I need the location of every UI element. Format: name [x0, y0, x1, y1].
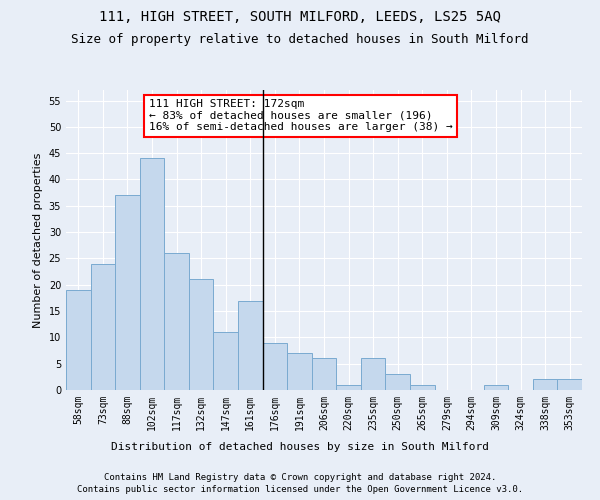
- Bar: [263, 342, 287, 390]
- Text: Distribution of detached houses by size in South Milford: Distribution of detached houses by size …: [111, 442, 489, 452]
- Bar: [66, 290, 91, 390]
- Bar: [484, 384, 508, 390]
- Bar: [287, 353, 312, 390]
- Bar: [214, 332, 238, 390]
- Bar: [140, 158, 164, 390]
- Text: 111, HIGH STREET, SOUTH MILFORD, LEEDS, LS25 5AQ: 111, HIGH STREET, SOUTH MILFORD, LEEDS, …: [99, 10, 501, 24]
- Bar: [336, 384, 361, 390]
- Bar: [238, 300, 263, 390]
- Bar: [557, 380, 582, 390]
- Bar: [533, 380, 557, 390]
- Bar: [361, 358, 385, 390]
- Bar: [115, 196, 140, 390]
- Text: Contains HM Land Registry data © Crown copyright and database right 2024.: Contains HM Land Registry data © Crown c…: [104, 472, 496, 482]
- Bar: [189, 280, 214, 390]
- Bar: [91, 264, 115, 390]
- Bar: [312, 358, 336, 390]
- Bar: [385, 374, 410, 390]
- Text: Size of property relative to detached houses in South Milford: Size of property relative to detached ho…: [71, 32, 529, 46]
- Text: Contains public sector information licensed under the Open Government Licence v3: Contains public sector information licen…: [77, 485, 523, 494]
- Y-axis label: Number of detached properties: Number of detached properties: [33, 152, 43, 328]
- Bar: [164, 253, 189, 390]
- Bar: [410, 384, 434, 390]
- Text: 111 HIGH STREET: 172sqm
← 83% of detached houses are smaller (196)
16% of semi-d: 111 HIGH STREET: 172sqm ← 83% of detache…: [149, 99, 452, 132]
